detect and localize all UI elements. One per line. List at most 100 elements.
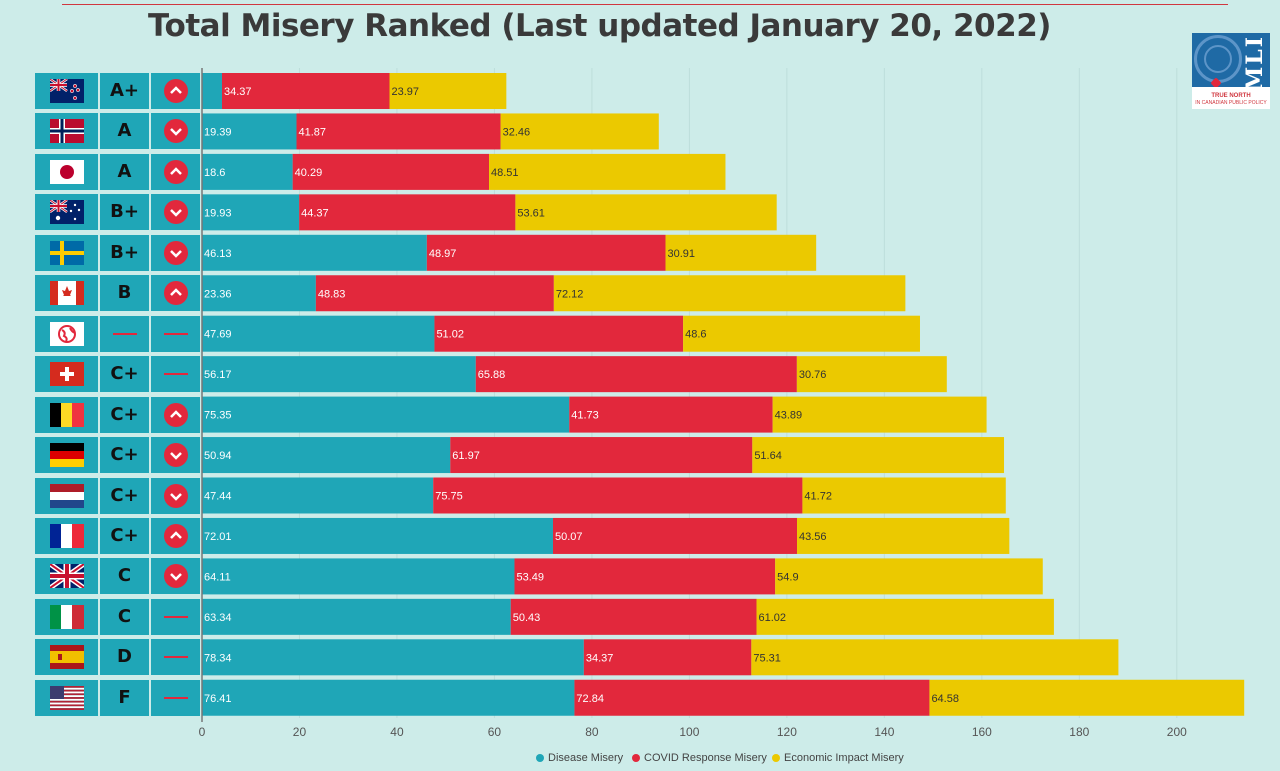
- united-states-flag-icon: [50, 685, 84, 710]
- sweden-flag-icon: [50, 240, 84, 265]
- flag-cell: [35, 275, 98, 312]
- data-label: 61.97: [452, 450, 480, 462]
- legend-swatch: [632, 754, 640, 762]
- data-label: 72.01: [204, 531, 232, 543]
- united-kingdom-flag-icon: [50, 564, 84, 589]
- bar-segment-economic-impact-misery: [752, 437, 1005, 474]
- trend-cell: [151, 477, 200, 514]
- bar-segment-covid-response-misery: [552, 517, 798, 554]
- data-label: 75.31: [753, 652, 781, 664]
- bar-segment-economic-impact-misery: [775, 558, 1043, 595]
- australia-flag-icon: [50, 200, 84, 225]
- data-label: 41.73: [571, 410, 599, 422]
- data-label: 50.07: [555, 531, 583, 543]
- trend-cell: [151, 73, 200, 109]
- bar-segment-economic-impact-misery: [553, 275, 906, 312]
- grade-cell: A: [100, 113, 149, 150]
- chevron-down-icon: [164, 483, 188, 508]
- bar-segment-economic-impact-misery: [515, 194, 777, 231]
- data-label: 46.13: [204, 248, 232, 260]
- grade-cell: C+: [100, 396, 149, 433]
- x-tick-label: 0: [199, 725, 206, 739]
- data-label: 48.97: [429, 248, 457, 260]
- trend-cell: [151, 356, 200, 393]
- chevron-up-icon: [164, 159, 188, 184]
- grade-cell: A: [100, 153, 149, 190]
- trend-cell: [151, 194, 200, 231]
- data-label: 48.6: [685, 329, 706, 341]
- data-label: 43.89: [775, 410, 803, 422]
- switzerland-flag-icon: [50, 362, 84, 387]
- grade-cell: C+: [100, 437, 149, 474]
- chevron-down-icon: [164, 240, 188, 265]
- flag-cell: [35, 396, 98, 433]
- bar-segment-disease-misery: [202, 679, 575, 716]
- legend-swatch: [772, 754, 780, 762]
- legend-swatch: [536, 754, 544, 762]
- data-label: 47.44: [204, 491, 232, 503]
- trend-cell: [151, 517, 200, 554]
- trend-cell: [151, 679, 200, 716]
- bar-segment-economic-impact-misery: [389, 73, 507, 109]
- trend-cell: [151, 437, 200, 474]
- data-label: 40.29: [295, 167, 323, 179]
- x-tick-label: 180: [1069, 725, 1089, 739]
- data-label: 51.02: [436, 329, 464, 341]
- bar-segment-economic-impact-misery: [665, 234, 817, 271]
- data-label: 18.6: [204, 167, 225, 179]
- belgium-flag-icon: [50, 402, 84, 427]
- chevron-up-icon: [164, 523, 188, 548]
- grade-cell: B: [100, 275, 149, 312]
- bar-segment-covid-response-misery: [574, 679, 930, 716]
- new-zealand-flag-icon: [50, 79, 84, 103]
- data-label: 54.9: [777, 571, 798, 583]
- data-label: 19.93: [204, 207, 232, 219]
- flag-cell: [35, 356, 98, 393]
- grade-cell: C: [100, 558, 149, 595]
- trend-cell: [151, 153, 200, 190]
- bar-segment-disease-misery: [202, 356, 476, 393]
- no-change-dash-icon: [164, 696, 188, 699]
- bar-segment-disease-misery: [202, 73, 222, 109]
- data-label: 78.34: [204, 652, 232, 664]
- bar-segment-covid-response-misery: [315, 275, 554, 312]
- grade-cell: F: [100, 679, 149, 716]
- bar-segment-economic-impact-misery: [802, 477, 1006, 514]
- legend-item: Economic Impact Misery: [772, 752, 904, 764]
- legend-item: COVID Response Misery: [632, 752, 767, 764]
- trend-cell: [151, 275, 200, 312]
- data-label: 50.43: [513, 612, 541, 624]
- bar-segment-covid-response-misery: [221, 73, 390, 109]
- bar-segment-disease-misery: [202, 194, 300, 231]
- data-label: 41.87: [299, 126, 327, 138]
- flag-cell: [35, 477, 98, 514]
- bar-segment-disease-misery: [202, 639, 584, 676]
- bar-segment-disease-misery: [202, 396, 570, 433]
- grade-cell: C: [100, 598, 149, 635]
- no-change-dash-icon: [164, 373, 188, 376]
- bar-segment-economic-impact-misery: [489, 153, 726, 190]
- bar-segment-covid-response-misery: [296, 113, 501, 150]
- top-divider: [62, 4, 1228, 5]
- bar-segment-covid-response-misery: [514, 558, 776, 595]
- grade-cell: C+: [100, 356, 149, 393]
- grade-cell: C+: [100, 517, 149, 554]
- x-tick-label: 200: [1167, 725, 1187, 739]
- chevron-up-icon: [164, 402, 188, 427]
- x-tick-label: 60: [488, 725, 502, 739]
- chevron-up-icon: [164, 79, 188, 103]
- bar-segment-covid-response-misery: [583, 639, 752, 676]
- trend-cell: [151, 113, 200, 150]
- data-label: 30.91: [668, 248, 696, 260]
- legend-label: Economic Impact Misery: [784, 752, 904, 764]
- data-label: 65.88: [478, 369, 506, 381]
- flag-cell: [35, 558, 98, 595]
- grade-cell: B+: [100, 194, 149, 231]
- data-label: 72.84: [576, 693, 604, 705]
- legend-label: COVID Response Misery: [644, 752, 767, 764]
- legend-item: Disease Misery: [536, 752, 623, 764]
- x-tick-label: 80: [585, 725, 599, 739]
- bar-segment-economic-impact-misery: [751, 639, 1119, 676]
- italy-flag-icon: [50, 604, 84, 629]
